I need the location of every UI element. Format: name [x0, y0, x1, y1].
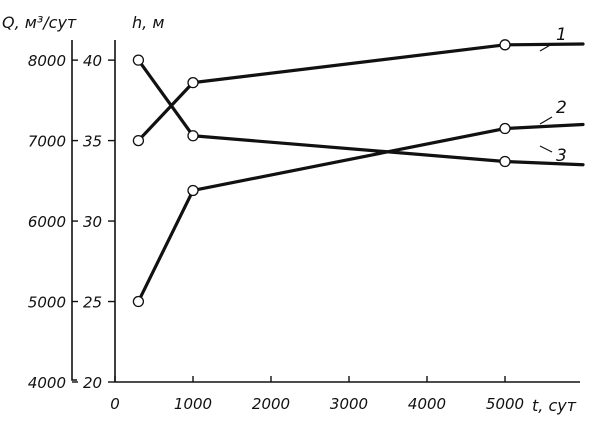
y-inner-tick-label: 35 — [83, 133, 102, 151]
series-label-leader — [539, 116, 553, 125]
series-label-2: 2 — [556, 98, 567, 118]
y-inner-tick-label: 30 — [83, 213, 102, 231]
y-inner-axis-title: h, м — [132, 13, 164, 32]
x-tick-label: 1000 — [174, 395, 212, 413]
x-tick-label: 4000 — [408, 395, 446, 413]
y-outer-axis-line — [71, 40, 77, 381]
series-3-point — [187, 130, 199, 142]
x-tick-label: 0 — [110, 395, 120, 413]
x-tick-label: 5000 — [486, 395, 524, 413]
series-2-point — [499, 122, 511, 135]
series-2-point — [187, 184, 199, 197]
y-inner-tick-label: 40 — [83, 52, 102, 70]
series-2-point — [132, 295, 145, 308]
x-axis-title: t, сут — [532, 396, 577, 415]
y-outer-tick-label: 5000 — [28, 294, 66, 312]
series-1-point — [187, 76, 199, 89]
series-3-point — [499, 155, 511, 168]
series-label-leader — [539, 145, 553, 153]
series-3-point — [132, 54, 145, 66]
y-inner-tick-label: 20 — [83, 374, 102, 392]
series-line-3 — [136, 58, 585, 167]
series-label-leader — [539, 43, 553, 52]
series-label-1: 1 — [556, 25, 567, 45]
series-line-1 — [136, 42, 585, 143]
x-tick-label: 2000 — [252, 395, 290, 413]
y-outer-tick-label: 7000 — [28, 133, 66, 151]
y-outer-axis-title: Q, м³/сут — [2, 13, 77, 32]
series-1-point — [499, 39, 511, 51]
series-1-point — [132, 134, 145, 147]
y-outer-tick-label: 6000 — [28, 213, 66, 231]
y-outer-tick-label: 8000 — [28, 52, 66, 70]
x-tick-label: 3000 — [330, 395, 368, 413]
y-outer-tick-label: 4000 — [28, 374, 66, 392]
series-label-3: 3 — [556, 146, 567, 166]
y-inner-tick-label: 25 — [83, 294, 102, 312]
series-line-2 — [136, 122, 585, 304]
